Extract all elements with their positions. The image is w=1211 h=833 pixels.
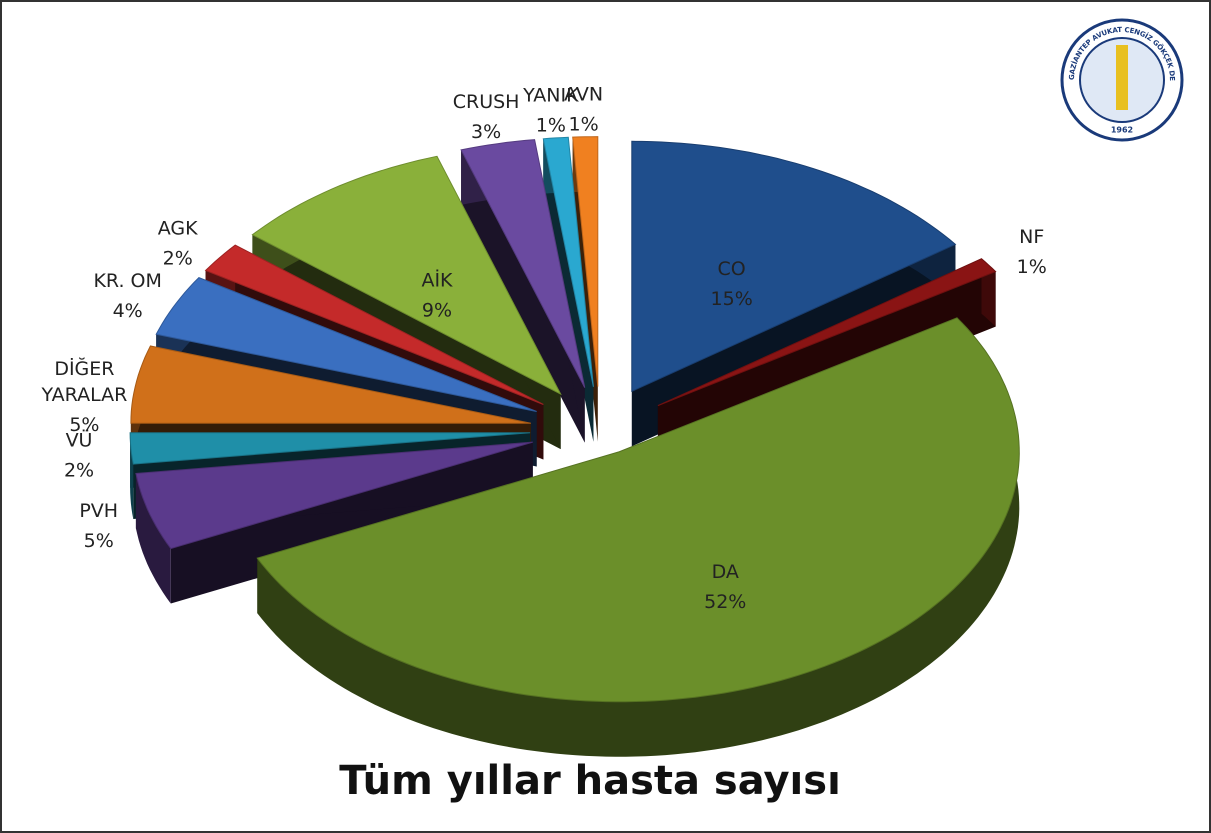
value-label: 1% [569, 113, 599, 135]
category-label: CO [718, 257, 746, 279]
value-label: 4% [113, 300, 143, 322]
category-label: KR. OM [93, 270, 161, 292]
value-label: 15% [711, 287, 753, 309]
slice-top [135, 441, 533, 550]
value-label: 2% [64, 459, 94, 481]
category-label: VÜ [66, 428, 93, 451]
slice [256, 317, 1020, 757]
value-label: 1% [1017, 255, 1047, 277]
slice-top [130, 345, 531, 424]
data-label: KR. OM 4% [93, 270, 161, 322]
data-label: PVH 5% [79, 499, 118, 551]
slice-top [204, 244, 544, 405]
data-label: CRUSH 3% [453, 90, 520, 142]
data-label: DA 52% [704, 561, 746, 613]
data-label: YANIK 1% [522, 84, 579, 136]
slice [542, 136, 594, 442]
data-label: AİK 9% [421, 268, 453, 321]
category-label: AVN [564, 83, 603, 105]
slice-top [155, 277, 537, 413]
value-label: 1% [536, 114, 566, 136]
data-label: AGK 2% [158, 217, 198, 269]
slice-side [135, 473, 171, 604]
slice-top [631, 140, 957, 393]
slice-wall [543, 138, 594, 442]
value-label: 9% [422, 299, 452, 321]
category-label: NF [1019, 225, 1044, 247]
value-label: 3% [471, 120, 501, 142]
data-label: NF 1% [1017, 225, 1047, 277]
data-label: VÜ 2% [64, 428, 94, 481]
slice-top [460, 139, 586, 388]
category-label: YANIK [522, 84, 579, 106]
data-label: CO 15% [711, 257, 753, 309]
category-label: PVH [79, 499, 118, 521]
category-label: DA [712, 561, 739, 583]
slice-top [542, 136, 594, 387]
value-label: 5% [84, 529, 114, 551]
slice-side [130, 432, 134, 520]
category-label: DİĞER [54, 356, 114, 380]
logo-year: 1962 [1111, 126, 1133, 135]
category-label: AİK [421, 268, 453, 291]
category-label: YARALAR [41, 384, 128, 406]
value-label: 2% [163, 247, 193, 269]
slice-wall [461, 149, 585, 443]
slice-top [129, 432, 531, 465]
category-label: AGK [158, 217, 198, 239]
logo-tower [1116, 45, 1128, 110]
data-label: DİĞER YARALAR 5% [41, 356, 128, 436]
data-label: AVN 1% [564, 83, 603, 135]
slice-top [251, 155, 562, 396]
value-label: 52% [704, 591, 746, 613]
category-label: CRUSH [453, 90, 520, 112]
chart-title: Tüm yıllar hasta sayısı [339, 758, 841, 804]
slice [460, 139, 586, 443]
slice-top [657, 258, 997, 407]
slice-top [256, 317, 1020, 703]
value-label: 5% [69, 414, 99, 436]
slice-top [572, 136, 599, 387]
